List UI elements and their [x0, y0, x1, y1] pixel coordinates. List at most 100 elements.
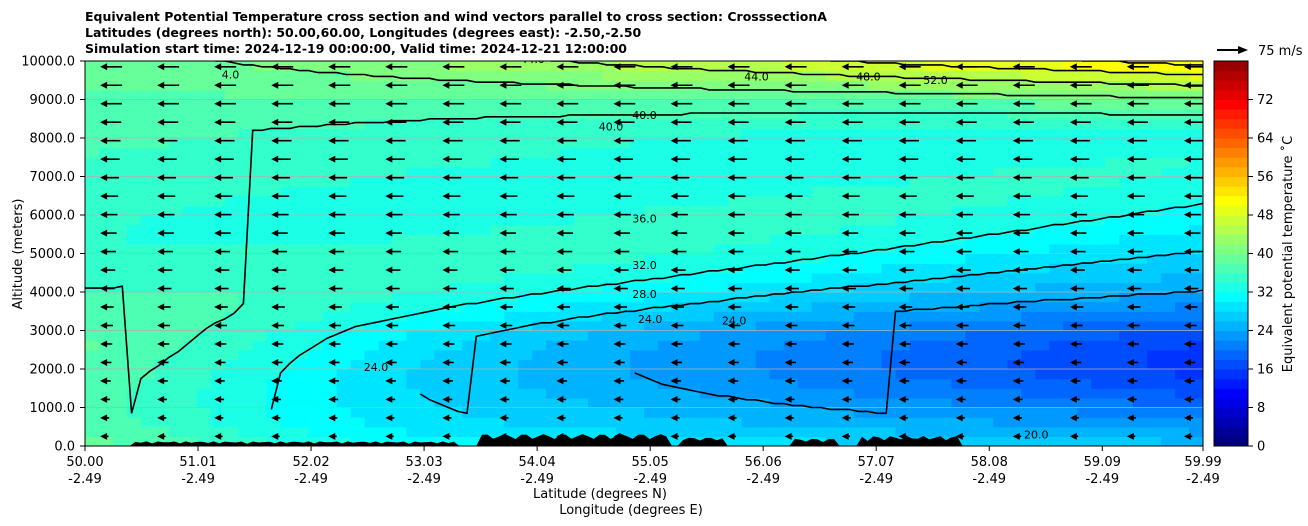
field-cell — [755, 166, 771, 178]
field-cell — [1189, 407, 1203, 418]
field-cell — [602, 215, 617, 226]
wind-vector — [157, 377, 168, 385]
field-cell — [85, 292, 100, 303]
field-cell — [224, 330, 240, 341]
wind-vector — [955, 229, 973, 237]
x-axis: 50.00-2.4951.01-2.4952.02-2.4953.03-2.49… — [66, 446, 1222, 487]
wind-vector — [1126, 137, 1148, 145]
field-cell — [336, 282, 352, 293]
field-cell — [574, 292, 589, 303]
wind-vector — [1069, 211, 1088, 219]
field-cell — [951, 128, 967, 139]
field-cell — [518, 263, 533, 274]
field-cell — [881, 234, 897, 245]
field-cell — [350, 407, 366, 418]
field-cell — [308, 436, 324, 446]
field-cell — [490, 80, 505, 91]
field-cell — [685, 80, 701, 91]
field-cell — [741, 320, 757, 332]
field-cell — [392, 378, 408, 389]
field-cell — [420, 138, 435, 149]
field-cell — [657, 292, 673, 303]
wind-vector — [214, 377, 225, 385]
field-cell — [266, 186, 282, 197]
field-cell — [588, 340, 603, 351]
field-cell — [602, 147, 617, 158]
contour-line — [1081, 61, 1203, 66]
field-cell — [1105, 89, 1120, 101]
field-cell — [699, 378, 715, 389]
field-cell — [560, 215, 575, 226]
field-cell — [881, 253, 897, 264]
field-cell — [392, 426, 408, 437]
field-cell — [560, 272, 575, 283]
field-cell — [909, 243, 925, 255]
colorbar-tick-label: 32 — [1257, 286, 1274, 301]
field-cell — [979, 99, 994, 110]
field-cell — [1077, 311, 1092, 322]
field-cell — [364, 253, 380, 264]
wind-vector — [100, 192, 119, 200]
field-cell — [727, 253, 743, 264]
field-cell — [546, 311, 561, 322]
field-cell — [462, 80, 477, 91]
wind-vector — [556, 63, 579, 71]
field-cell — [853, 426, 869, 437]
field-cell — [1133, 349, 1148, 360]
field-cell — [308, 205, 324, 216]
wind-vector — [1183, 358, 1196, 366]
field-cell — [741, 234, 757, 245]
field-cell — [979, 292, 994, 303]
field-cell — [85, 417, 100, 428]
field-cell — [685, 176, 701, 187]
field-cell — [741, 282, 757, 293]
field-cell — [490, 215, 505, 226]
field-cell — [937, 99, 953, 110]
contour-label: 48.0 — [856, 70, 881, 83]
field-cell — [98, 330, 114, 341]
field-cell — [364, 205, 380, 216]
field-cell — [560, 89, 575, 101]
wind-vector — [157, 81, 180, 89]
field-cell — [448, 195, 463, 206]
field-cell — [1105, 186, 1120, 197]
field-cell — [140, 417, 156, 428]
field-cell — [280, 99, 296, 110]
wind-vector — [955, 377, 967, 385]
field-cell — [1161, 359, 1176, 370]
field-cell — [294, 349, 310, 360]
field-cell — [588, 118, 603, 129]
field-cell — [741, 224, 757, 235]
field-cell — [238, 311, 254, 322]
wind-vector — [328, 395, 339, 403]
field-cell — [937, 426, 953, 437]
field-cell — [1189, 330, 1203, 341]
field-cell — [532, 215, 547, 226]
wind-vector — [898, 118, 920, 126]
field-cell — [923, 205, 939, 216]
field-cell — [1049, 61, 1064, 72]
field-cell — [1105, 407, 1120, 418]
field-cell — [1189, 166, 1203, 178]
field-cell — [490, 320, 505, 332]
field-cell — [853, 311, 869, 322]
field-cell — [504, 407, 519, 418]
field-cell — [322, 349, 338, 360]
field-cell — [420, 128, 435, 139]
field-cell — [644, 292, 659, 303]
wind-vector — [670, 248, 687, 256]
field-cell — [406, 292, 421, 303]
field-cell — [1133, 234, 1148, 245]
field-cell — [755, 70, 771, 81]
wind-vector — [1183, 377, 1195, 385]
field-cell — [1147, 70, 1162, 81]
field-cell — [602, 301, 617, 312]
wind-vector — [157, 211, 175, 219]
field-cell — [406, 243, 421, 255]
field-cell — [657, 263, 673, 274]
field-cell — [1049, 340, 1064, 351]
field-cell — [182, 109, 198, 120]
field-cell — [671, 157, 687, 168]
field-cell — [336, 349, 352, 360]
field-cell — [965, 378, 980, 389]
